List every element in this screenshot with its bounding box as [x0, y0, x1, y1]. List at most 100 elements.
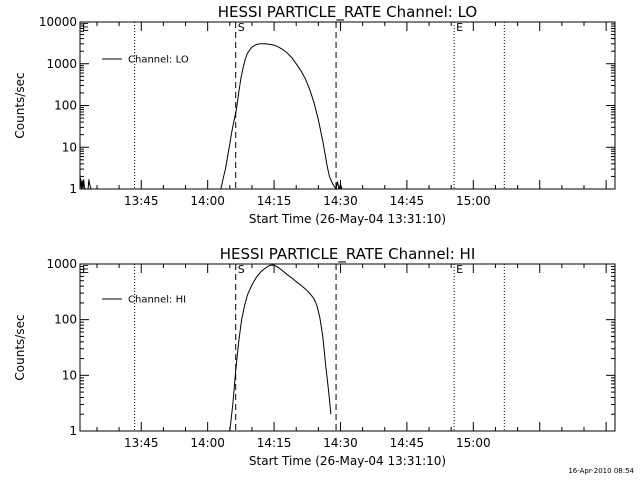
data-point	[247, 294, 248, 296]
y-axis-label: Counts/sec	[13, 72, 27, 138]
data-point	[309, 88, 310, 90]
plot-frame	[79, 263, 616, 432]
data-point	[251, 284, 253, 286]
data-point	[229, 430, 231, 432]
y-tick-label: 1	[69, 182, 77, 196]
data-point	[229, 143, 231, 145]
data-point	[313, 101, 315, 103]
data-point	[225, 168, 226, 170]
data-point	[241, 319, 242, 320]
data-point	[238, 92, 239, 94]
x-tick-label: 14:15	[257, 194, 292, 208]
chart-panel-1: HESSI PARTICLE_RATE Channel: LO 1 10 100 100…	[13, 3, 616, 226]
marker-label-E: E	[456, 21, 463, 34]
marker-label-E: E	[82, 263, 89, 276]
data-point	[240, 77, 242, 79]
data-point	[330, 413, 332, 415]
x-tick-label: 13:45	[124, 194, 159, 208]
data-point	[304, 288, 306, 289]
plot-timestamp: 16-Apr-2010 08:54	[568, 467, 634, 475]
x-tick-label: 14:45	[390, 436, 425, 450]
marker-label-E: E	[82, 21, 89, 34]
data-point	[81, 180, 83, 181]
data-point	[325, 365, 327, 366]
y-tick-label: 1	[69, 424, 77, 438]
data-point	[319, 317, 321, 318]
chart-panel-2: HESSI PARTICLE_RATE Channel: HI 1 10 100 100…	[13, 245, 616, 468]
data-point	[300, 284, 301, 286]
data-point	[89, 183, 90, 185]
data-point	[244, 305, 245, 306]
data-point	[90, 188, 92, 190]
legend-label: Channel: HI	[128, 295, 186, 306]
data-point	[84, 188, 86, 190]
plot-frame	[79, 21, 616, 190]
legend-label: Channel: LO	[128, 55, 189, 66]
x-tick-label: 14:00	[190, 194, 225, 208]
data-point	[79, 188, 81, 190]
data-point	[260, 43, 262, 45]
y-tick-label: 10000	[39, 15, 77, 29]
x-tick-label: 14:15	[257, 436, 292, 450]
data-point	[236, 109, 237, 110]
data-point	[273, 44, 275, 46]
chart-title: HESSI PARTICLE_RATE Channel: HI	[220, 245, 476, 264]
data-point	[231, 130, 233, 131]
y-axis-label: Counts/sec	[13, 314, 27, 380]
data-point	[83, 179, 84, 180]
data-point	[227, 156, 228, 157]
data-point	[318, 119, 319, 121]
y-tick-label: 10	[62, 368, 77, 382]
data-point	[275, 265, 276, 267]
x-tick-label: 13:45	[124, 436, 159, 450]
data-point	[322, 140, 324, 142]
data-point	[264, 43, 266, 45]
x-tick-label: 15:00	[456, 194, 491, 208]
data-point	[341, 188, 343, 190]
data-point	[300, 69, 301, 71]
data-point	[272, 264, 273, 266]
data-point	[81, 188, 82, 190]
data-point	[333, 185, 335, 186]
data-point	[84, 186, 85, 188]
data-point	[340, 183, 341, 185]
data-point	[256, 276, 257, 278]
data-point	[238, 341, 239, 343]
x-tick-label: 14:45	[390, 194, 425, 208]
data-point	[251, 46, 253, 48]
data-point	[316, 305, 318, 306]
data-point	[295, 63, 297, 65]
y-tick-label: 100	[54, 313, 77, 327]
data-point	[233, 119, 235, 121]
data-point	[282, 49, 284, 50]
chart-title: HESSI PARTICLE_RATE Channel: LO	[218, 3, 477, 22]
data-point	[232, 404, 234, 405]
marker-label-E: E	[456, 263, 463, 276]
data-point	[244, 58, 246, 60]
data-point	[88, 179, 90, 180]
data-point	[331, 181, 332, 182]
data-point	[335, 188, 337, 190]
data-point	[264, 267, 266, 269]
data-point	[291, 277, 293, 279]
data-point	[282, 270, 284, 272]
data-point	[338, 188, 340, 190]
x-tick-label: 14:30	[323, 436, 358, 450]
x-axis-label: Start Time (26-May-04 13:31:10)	[249, 454, 446, 468]
x-tick-label: 14:00	[190, 436, 225, 450]
data-point	[329, 176, 330, 177]
data-point	[256, 44, 257, 45]
data-point	[220, 188, 222, 190]
data-point	[269, 265, 270, 266]
data-point	[222, 178, 224, 179]
x-axis-label: Start Time (26-May-04 13:31:10)	[249, 212, 446, 226]
marker-label-S: S	[238, 263, 245, 276]
data-point	[328, 391, 329, 393]
data-point	[320, 130, 321, 131]
data-point	[291, 57, 293, 58]
data-point	[287, 274, 288, 276]
data-point	[313, 298, 315, 299]
data-point	[278, 267, 279, 268]
series-line	[79, 43, 343, 191]
data-point	[326, 165, 328, 167]
